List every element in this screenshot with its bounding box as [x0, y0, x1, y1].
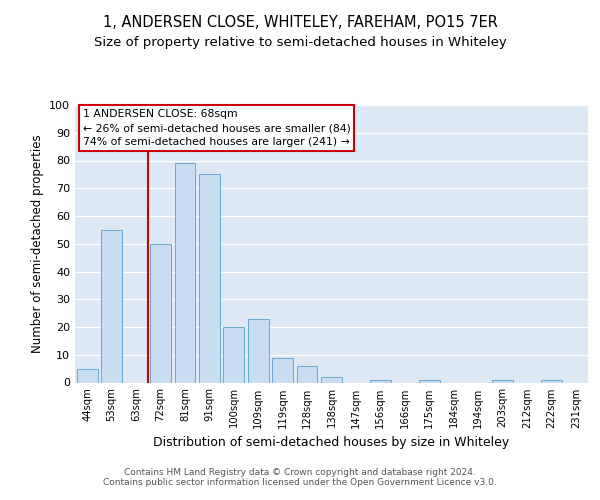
- Bar: [150, 244, 171, 382]
- Y-axis label: Number of semi-detached properties: Number of semi-detached properties: [31, 134, 44, 353]
- Text: 1 ANDERSEN CLOSE: 68sqm
← 26% of semi-detached houses are smaller (84)
74% of se: 1 ANDERSEN CLOSE: 68sqm ← 26% of semi-de…: [83, 109, 350, 147]
- Bar: [419, 380, 440, 382]
- Bar: [370, 380, 391, 382]
- Bar: [272, 358, 293, 382]
- Bar: [175, 164, 196, 382]
- Bar: [77, 368, 98, 382]
- Bar: [223, 327, 244, 382]
- Bar: [321, 377, 342, 382]
- Bar: [248, 318, 269, 382]
- Bar: [296, 366, 317, 382]
- Bar: [492, 380, 513, 382]
- X-axis label: Distribution of semi-detached houses by size in Whiteley: Distribution of semi-detached houses by …: [154, 436, 509, 449]
- Text: Contains HM Land Registry data © Crown copyright and database right 2024.
Contai: Contains HM Land Registry data © Crown c…: [103, 468, 497, 487]
- Bar: [199, 174, 220, 382]
- Bar: [101, 230, 122, 382]
- Text: 1, ANDERSEN CLOSE, WHITELEY, FAREHAM, PO15 7ER: 1, ANDERSEN CLOSE, WHITELEY, FAREHAM, PO…: [103, 15, 497, 30]
- Bar: [541, 380, 562, 382]
- Text: Size of property relative to semi-detached houses in Whiteley: Size of property relative to semi-detach…: [94, 36, 506, 49]
